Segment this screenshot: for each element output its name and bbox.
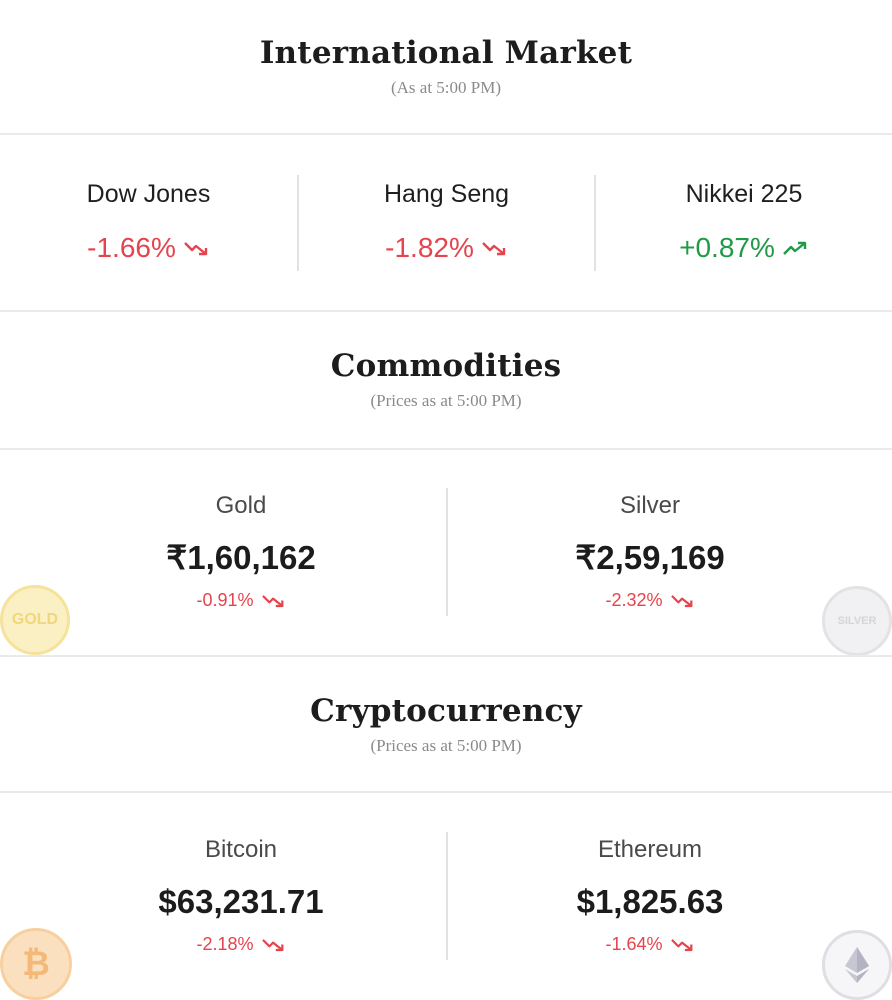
silver-coin-icon: SILVER	[822, 586, 892, 656]
trend-down-icon	[670, 593, 695, 608]
gold-coin-label: GOLD	[11, 611, 59, 628]
index-change: +0.87%	[679, 234, 809, 262]
crypto-change: -2.18%	[196, 935, 285, 953]
bitcoin-coin-icon: ₿	[0, 928, 72, 1000]
divider	[0, 655, 892, 657]
crypto-change: -1.64%	[605, 935, 694, 953]
commodities-title: Commodities	[330, 348, 562, 384]
trend-down-icon	[184, 240, 210, 256]
ethereum-icon	[822, 930, 892, 1000]
column-divider	[446, 488, 448, 616]
divider	[0, 310, 892, 312]
commodity-price: ₹2,59,169	[575, 539, 725, 576]
commodity-change: -2.32%	[605, 591, 694, 609]
divider	[0, 448, 892, 450]
index-dow-jones[interactable]: Dow Jones -1.66%	[0, 182, 297, 262]
crypto-name: Bitcoin	[204, 836, 278, 863]
bitcoin-coin-label: ₿	[22, 944, 50, 983]
index-change-value: +0.87%	[679, 232, 775, 263]
commodities-header: Commodities (Prices as at 5:00 PM)	[0, 348, 892, 410]
international-market-title: International Market	[259, 35, 633, 71]
cryptocurrency-subtitle: (Prices as at 5:00 PM)	[370, 736, 522, 755]
cryptocurrency-title: Cryptocurrency	[310, 693, 582, 729]
crypto-bitcoin[interactable]: Bitcoin $63,231.71 -2.18%	[36, 838, 446, 955]
index-name: Hang Seng	[383, 180, 510, 208]
commodity-change-value: -2.32%	[605, 590, 663, 610]
commodity-name: Gold	[215, 492, 267, 519]
gold-coin-icon: GOLD	[0, 585, 70, 655]
index-change-value: -1.82%	[385, 232, 474, 263]
index-change: -1.82%	[385, 234, 508, 262]
index-change: -1.66%	[87, 234, 210, 262]
index-hang-seng[interactable]: Hang Seng -1.82%	[299, 182, 594, 262]
commodity-change: -0.91%	[196, 591, 285, 609]
divider	[0, 791, 892, 793]
index-change-value: -1.66%	[87, 232, 176, 263]
commodities-subtitle: (Prices as at 5:00 PM)	[370, 391, 522, 410]
crypto-name: Ethereum	[597, 836, 703, 863]
trend-up-icon	[783, 240, 809, 256]
commodity-gold[interactable]: Gold ₹1,60,162 -0.91%	[36, 494, 446, 611]
index-name: Nikkei 225	[685, 180, 803, 208]
silver-coin-label: SILVER	[837, 615, 877, 627]
crypto-change-value: -2.18%	[196, 934, 254, 954]
crypto-change-value: -1.64%	[605, 934, 663, 954]
column-divider	[446, 832, 448, 960]
international-market-header: International Market (As at 5:00 PM)	[0, 35, 892, 97]
divider	[0, 133, 892, 135]
trend-down-icon	[261, 593, 286, 608]
index-nikkei-225[interactable]: Nikkei 225 +0.87%	[596, 182, 892, 262]
trend-down-icon	[261, 937, 286, 952]
commodity-change-value: -0.91%	[196, 590, 254, 610]
trend-down-icon	[670, 937, 695, 952]
trend-down-icon	[482, 240, 508, 256]
crypto-ethereum[interactable]: Ethereum $1,825.63 -1.64%	[448, 838, 852, 955]
column-divider	[594, 175, 596, 271]
commodity-silver[interactable]: Silver ₹2,59,169 -2.32%	[448, 494, 852, 611]
international-market-subtitle: (As at 5:00 PM)	[390, 78, 502, 97]
crypto-price: $1,825.63	[576, 883, 724, 920]
commodity-name: Silver	[619, 492, 680, 519]
index-name: Dow Jones	[86, 180, 211, 208]
column-divider	[297, 175, 299, 271]
cryptocurrency-header: Cryptocurrency (Prices as at 5:00 PM)	[0, 693, 892, 755]
crypto-price: $63,231.71	[158, 883, 324, 920]
commodity-price: ₹1,60,162	[166, 539, 316, 576]
